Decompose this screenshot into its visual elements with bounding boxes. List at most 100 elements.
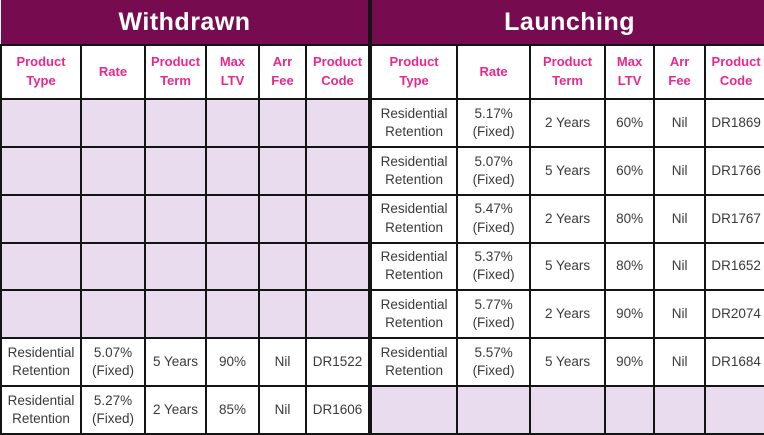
empty-table-cell bbox=[258, 289, 307, 340]
empty-table-cell bbox=[258, 98, 307, 148]
empty-table-cell bbox=[144, 241, 207, 292]
empty-table-cell bbox=[80, 241, 146, 292]
table-row bbox=[0, 241, 371, 292]
table-row: Residential Retention 5.57% (Fixed) 5 Year… bbox=[370, 337, 764, 388]
table-row bbox=[0, 289, 371, 340]
table-cell: 2 Years bbox=[529, 289, 607, 340]
table-cell: Nil bbox=[653, 241, 707, 292]
table-cell: DR1766 bbox=[704, 145, 764, 196]
table-cell: Residential Retention bbox=[370, 337, 459, 388]
empty-table-cell bbox=[80, 145, 146, 196]
table-cell: 5.17% (Fixed) bbox=[456, 98, 532, 148]
table-cell: 60% bbox=[604, 145, 656, 196]
table-cell: Nil bbox=[653, 98, 707, 148]
empty-table-cell bbox=[304, 145, 371, 196]
column-header: Product Type bbox=[0, 44, 82, 100]
column-header: Product Term bbox=[144, 44, 207, 100]
table-cell: Residential Retention bbox=[0, 337, 82, 388]
withdrawn-title-row: Withdrawn bbox=[1, 0, 371, 46]
empty-table-cell bbox=[258, 145, 307, 196]
table-row bbox=[0, 193, 371, 244]
table-row: Residential Retention 5.17% (Fixed) 2 Year… bbox=[370, 98, 764, 148]
empty-table-cell bbox=[0, 289, 82, 340]
empty-table-cell bbox=[304, 289, 371, 340]
table-cell: 90% bbox=[205, 337, 260, 388]
table-cell: Residential Retention bbox=[0, 385, 82, 435]
table-cell: 90% bbox=[604, 289, 656, 340]
empty-table-cell bbox=[144, 98, 207, 148]
table-cell: 80% bbox=[604, 193, 656, 244]
withdrawn-section: Withdrawn Product Type Rate Product Term Ma… bbox=[0, 0, 371, 435]
column-header: Product Code bbox=[704, 44, 764, 100]
withdrawn-section-title: Withdrawn bbox=[1, 0, 371, 46]
table-row bbox=[0, 145, 371, 196]
launching-section: Launching Product Type Rate Product Term Ma… bbox=[370, 0, 764, 435]
table-cell: 85% bbox=[205, 385, 260, 435]
table-row: Residential Retention 5.47% (Fixed) 2 Year… bbox=[370, 193, 764, 244]
withdrawn-column-header-row: Product Type Rate Product Term Max LTV Arr F… bbox=[0, 44, 371, 100]
empty-table-cell bbox=[258, 241, 307, 292]
empty-table-cell bbox=[205, 193, 260, 244]
withdrawn-table-body: Residential Retention 5.07% (Fixed) 5 Year… bbox=[0, 98, 371, 435]
column-header: Product Code bbox=[304, 44, 371, 100]
empty-table-cell bbox=[80, 289, 146, 340]
column-header: Arr Fee bbox=[653, 44, 707, 100]
launching-table-body: Residential Retention 5.17% (Fixed) 2 Year… bbox=[370, 98, 764, 435]
empty-table-cell bbox=[205, 145, 260, 196]
table-cell: 5 Years bbox=[529, 145, 607, 196]
column-header: Max LTV bbox=[604, 44, 656, 100]
table-cell: 2 Years bbox=[144, 385, 207, 435]
empty-table-cell bbox=[604, 385, 656, 435]
launching-title-row: Launching bbox=[370, 0, 764, 46]
table-cell: 90% bbox=[604, 337, 656, 388]
column-header: Rate bbox=[456, 44, 532, 100]
table-cell: 5.27% (Fixed) bbox=[80, 385, 146, 435]
table-cell: 5.47% (Fixed) bbox=[456, 193, 532, 244]
empty-table-cell bbox=[653, 385, 707, 435]
table-row: Residential Retention 5.77% (Fixed) 2 Year… bbox=[370, 289, 764, 340]
column-header: Arr Fee bbox=[258, 44, 307, 100]
table-cell: 5 Years bbox=[144, 337, 207, 388]
empty-table-cell bbox=[704, 385, 764, 435]
table-cell: Residential Retention bbox=[370, 145, 459, 196]
table-cell: Nil bbox=[653, 145, 707, 196]
table-cell: 5.37% (Fixed) bbox=[456, 241, 532, 292]
empty-table-cell bbox=[0, 145, 82, 196]
empty-table-cell bbox=[0, 193, 82, 244]
launching-column-header-row: Product Type Rate Product Term Max LTV Arr F… bbox=[370, 44, 764, 100]
table-cell: Nil bbox=[258, 337, 307, 388]
table-cell: 2 Years bbox=[529, 98, 607, 148]
table-cell: Nil bbox=[258, 385, 307, 435]
table-cell: DR1606 bbox=[304, 385, 371, 435]
table-cell: DR1684 bbox=[704, 337, 764, 388]
column-header: Rate bbox=[80, 44, 146, 100]
table-cell: DR2074 bbox=[704, 289, 764, 340]
empty-table-cell bbox=[144, 193, 207, 244]
table-cell: DR1522 bbox=[304, 337, 371, 388]
table-cell: Residential Retention bbox=[370, 98, 459, 148]
table-cell: Nil bbox=[653, 337, 707, 388]
empty-table-cell bbox=[0, 241, 82, 292]
empty-table-cell bbox=[370, 385, 459, 435]
table-row bbox=[370, 385, 764, 435]
column-header: Product Term bbox=[529, 44, 607, 100]
table-cell: 2 Years bbox=[529, 193, 607, 244]
empty-table-cell bbox=[456, 385, 532, 435]
table-cell: 5.57% (Fixed) bbox=[456, 337, 532, 388]
empty-table-cell bbox=[205, 289, 260, 340]
table-row: Residential Retention 5.07% (Fixed) 5 Year… bbox=[370, 145, 764, 196]
table-cell: 5 Years bbox=[529, 337, 607, 388]
table-row: Residential Retention 5.27% (Fixed) 2 Year… bbox=[0, 385, 371, 435]
table-cell: 60% bbox=[604, 98, 656, 148]
table-cell: DR1869 bbox=[704, 98, 764, 148]
empty-table-cell bbox=[80, 98, 146, 148]
empty-table-cell bbox=[258, 193, 307, 244]
table-cell: Nil bbox=[653, 289, 707, 340]
empty-table-cell bbox=[80, 193, 146, 244]
column-header: Product Type bbox=[370, 44, 459, 100]
empty-table-cell bbox=[0, 98, 82, 148]
column-header: Max LTV bbox=[205, 44, 260, 100]
table-cell: 5.07% (Fixed) bbox=[80, 337, 146, 388]
launching-section-title: Launching bbox=[370, 0, 764, 46]
empty-table-cell bbox=[529, 385, 607, 435]
